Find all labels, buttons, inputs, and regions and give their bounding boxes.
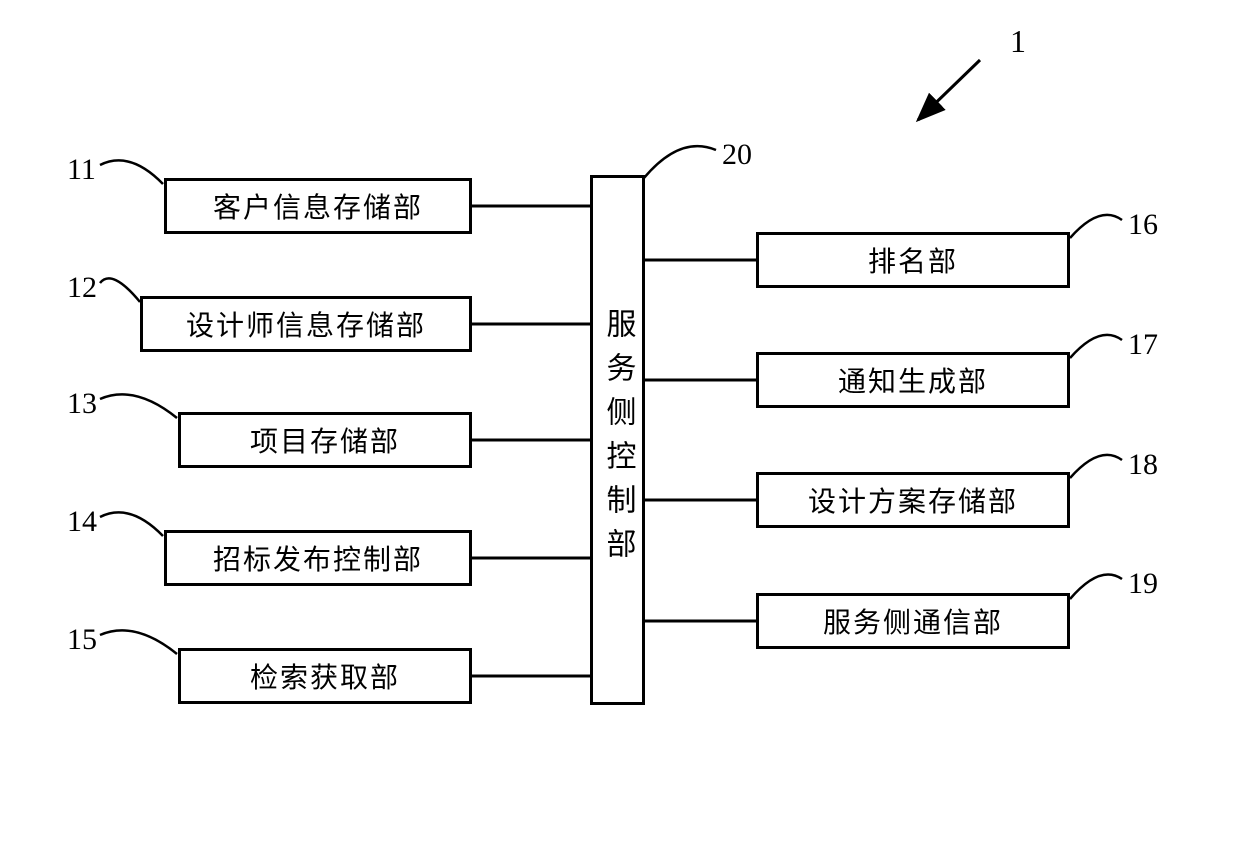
design-plan-store-box: 设计方案存储部 [756,472,1070,528]
search-fetch-label: 检索获取部 [250,656,400,696]
ref-15: 15 [67,623,97,657]
lead-20 [644,146,716,178]
lead-19 [1070,575,1122,600]
figure-ref-1: 1 [1010,23,1026,60]
design-plan-store-label: 设计方案存储部 [808,480,1018,520]
ref-14: 14 [67,505,97,539]
controller-label: 服务侧控制部 [596,308,640,572]
ref-16: 16 [1128,208,1158,242]
project-store-box: 项目存储部 [178,412,472,468]
search-fetch-box: 检索获取部 [178,648,472,704]
controller-box: 服务侧控制部 [590,175,645,705]
lead-14 [100,512,163,536]
lead-11 [100,160,163,184]
lead-13 [100,394,177,418]
ref-19: 19 [1128,567,1158,601]
lead-17 [1070,335,1122,358]
customer-info-store-label: 客户信息存储部 [213,186,423,226]
ref-11: 11 [67,153,96,187]
lead-16 [1070,215,1122,238]
lead-18 [1070,455,1122,478]
diagram-canvas: 服务侧控制部 1 20 客户信息存储部 11 设计师信息存储部 12 项目存储部 13 招标发… [0,0,1240,849]
ref-17: 17 [1128,328,1158,362]
notification-gen-box: 通知生成部 [756,352,1070,408]
designer-info-store-label: 设计师信息存储部 [186,304,426,344]
lead-12 [100,278,140,302]
designer-info-store-box: 设计师信息存储部 [140,296,472,352]
ref-13: 13 [67,387,97,421]
ref-18: 18 [1128,448,1158,482]
figure-arrow [918,60,980,120]
notification-gen-label: 通知生成部 [838,360,988,400]
ranking-box: 排名部 [756,232,1070,288]
bidding-release-control-label: 招标发布控制部 [213,538,423,578]
ref-20: 20 [722,138,752,172]
customer-info-store-box: 客户信息存储部 [164,178,472,234]
project-store-label: 项目存储部 [250,420,400,460]
ref-12: 12 [67,271,97,305]
lead-15 [100,630,177,654]
bidding-release-control-box: 招标发布控制部 [164,530,472,586]
service-side-comm-box: 服务侧通信部 [756,593,1070,649]
service-side-comm-label: 服务侧通信部 [823,601,1003,641]
ranking-label: 排名部 [868,240,958,280]
